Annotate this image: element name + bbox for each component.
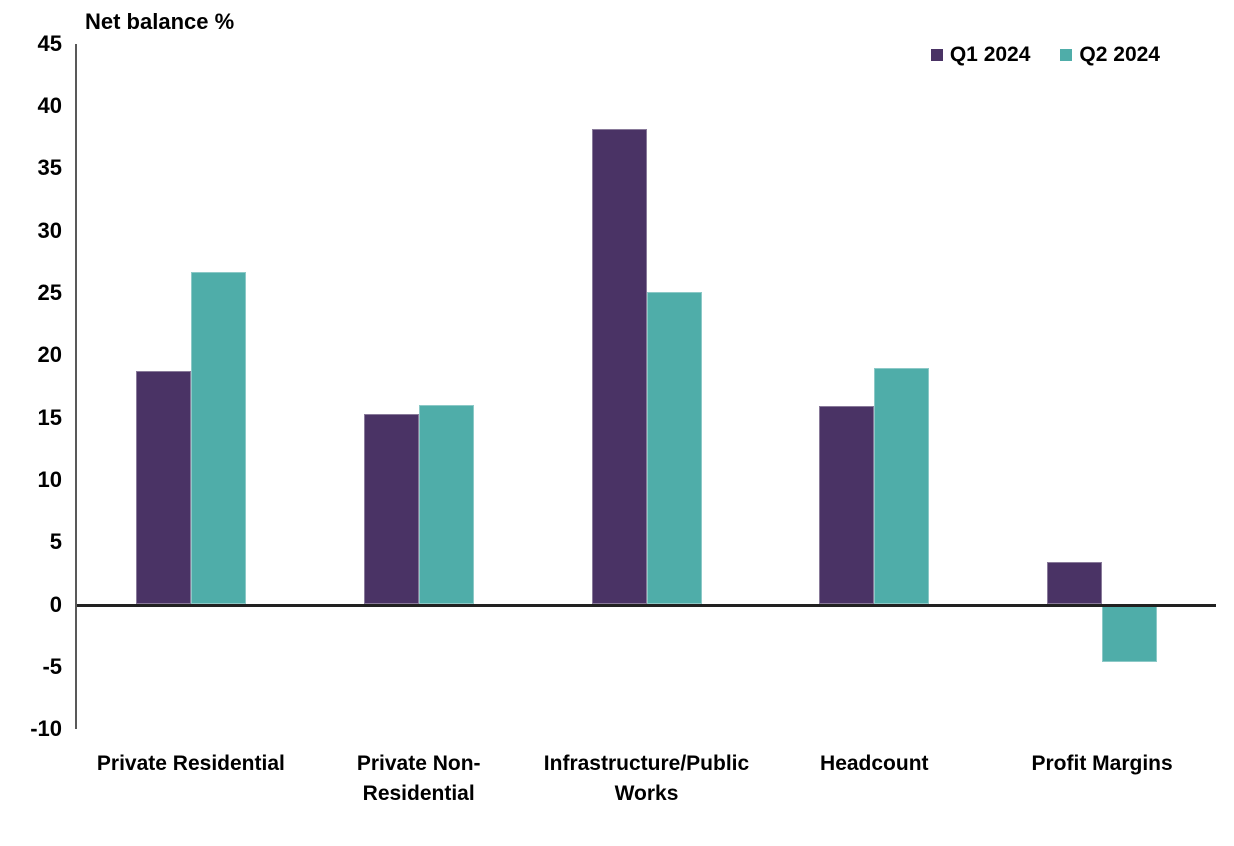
bar-q1-2024-private-non-residential (363, 413, 419, 605)
bar-q2-2024-profit-margins (1102, 604, 1158, 662)
legend-label-q2-2024: Q2 2024 (1079, 43, 1160, 66)
legend: Q1 2024 Q2 2024 (930, 43, 1160, 67)
bar-q1-2024-infrastructure-public-works (591, 128, 647, 605)
bar-q2-2024-private-residential (190, 271, 246, 605)
y-tick-label: 35 (37, 155, 62, 181)
y-tick-label: 40 (37, 93, 62, 119)
legend-swatch-q2-2024 (1060, 49, 1073, 61)
legend-item-q1-2024: Q1 2024 (930, 43, 1031, 67)
y-tick-label: -5 (42, 653, 62, 679)
zero-axis-line (77, 603, 1216, 607)
legend-swatch-q1-2024 (930, 49, 943, 61)
y-tick-label: 0 (49, 591, 62, 617)
legend-item-q2-2024: Q2 2024 (1060, 43, 1160, 67)
x-category-label-private-non-residential: Private Non-Residential (356, 752, 481, 805)
x-category-label-headcount: Headcount (820, 752, 929, 775)
bar-q2-2024-infrastructure-public-works (646, 291, 702, 605)
bar-q1-2024-profit-margins (1047, 562, 1103, 605)
x-category-label-infrastructure-public-works: Infrastructure/Public Works (543, 752, 750, 805)
y-tick-label: 10 (37, 466, 62, 492)
y-tick-label: 20 (37, 342, 62, 368)
y-tick-label: 45 (37, 30, 62, 56)
bar-q2-2024-headcount (874, 367, 930, 605)
legend-label-q1-2024: Q1 2024 (949, 43, 1031, 66)
x-category-label-profit-margins: Profit Margins (1031, 752, 1173, 775)
y-tick-label: 5 (49, 529, 62, 555)
y-tick-label: 15 (37, 404, 62, 430)
bar-q1-2024-private-residential (135, 371, 191, 605)
y-tick-label: -10 (30, 716, 62, 742)
bar-q2-2024-private-non-residential (418, 405, 474, 605)
chart-title: Net balance % (85, 9, 235, 34)
y-tick-label: 25 (37, 280, 62, 305)
y-axis-line (75, 43, 77, 730)
y-tick-label: 30 (37, 217, 62, 243)
bar-q1-2024-headcount (819, 406, 875, 605)
x-category-label-private-residential: Private Residential (96, 752, 285, 775)
